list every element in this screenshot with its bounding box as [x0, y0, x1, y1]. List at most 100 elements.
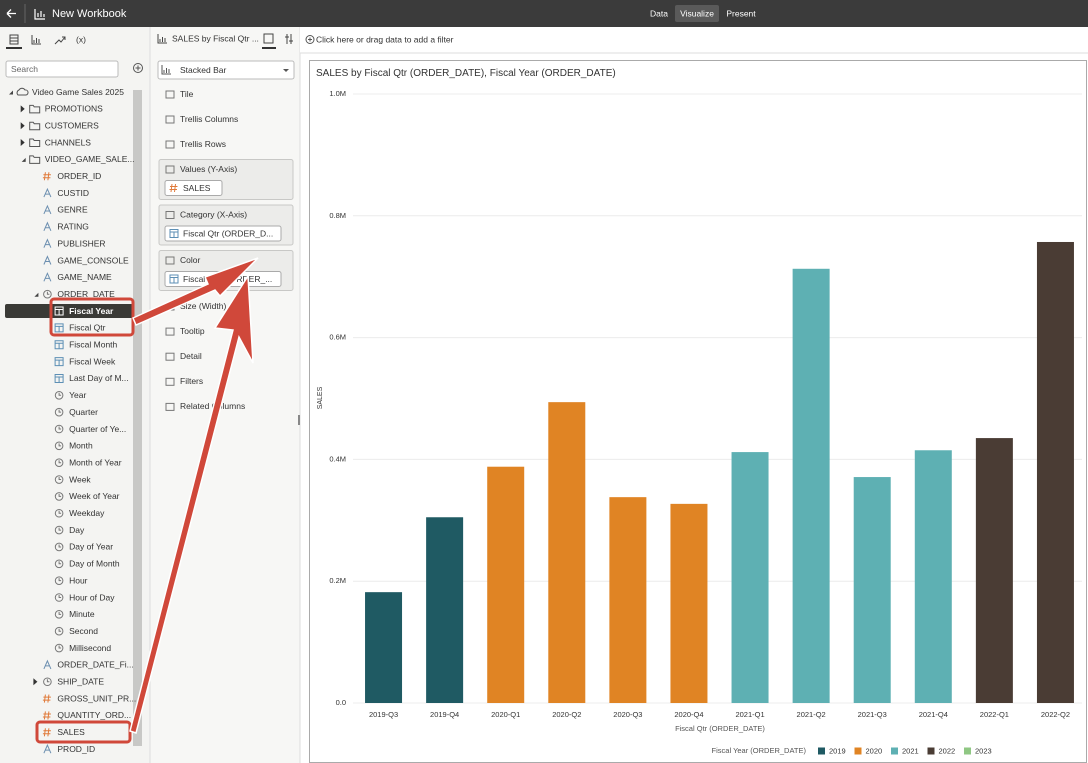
grammar-section[interactable]: Tooltip	[180, 326, 205, 336]
tree-item[interactable]: Fiscal Month	[69, 340, 117, 350]
tree-item[interactable]: SHIP_DATE	[57, 677, 104, 687]
grammar-section[interactable]: Trellis Columns	[180, 114, 238, 124]
grammar-section[interactable]: Filters	[180, 376, 203, 386]
tree-item[interactable]: ORDER_DATE_Fi...	[57, 660, 133, 670]
pill[interactable]	[164, 225, 282, 242]
analytics-tab[interactable]	[54, 36, 66, 45]
header-tab[interactable]: Present	[726, 8, 756, 18]
time-hands	[58, 544, 62, 548]
tree-item[interactable]: ORDER_DATE	[57, 289, 115, 299]
tree-item[interactable]: Day of Month	[69, 559, 120, 569]
expand-caret[interactable]	[34, 292, 39, 297]
tree-item[interactable]: Last Day of M...	[69, 373, 129, 383]
tree-item[interactable]: CHANNELS	[45, 137, 92, 147]
header-tab[interactable]: Data	[650, 8, 668, 18]
filter-prompt[interactable]: Click here or drag data to add a filter	[316, 34, 454, 44]
tree-item[interactable]: GAME_NAME	[57, 272, 112, 282]
bar[interactable]	[1036, 241, 1074, 703]
search-box[interactable]	[5, 60, 119, 78]
collapse-caret[interactable]	[20, 122, 25, 130]
legend-swatch[interactable]	[818, 747, 825, 755]
y-tick-label: 0.8M	[329, 211, 346, 220]
add-data-button[interactable]	[133, 63, 143, 73]
visualization-name: SALES by Fiscal Qtr ...	[172, 33, 259, 43]
x-axis-title: Fiscal Qtr (ORDER_DATE)	[675, 724, 765, 733]
visualizations-tab[interactable]	[31, 35, 41, 45]
bar[interactable]	[426, 517, 464, 703]
chart-type-selector[interactable]	[157, 60, 295, 80]
grammar-section[interactable]: Trellis Rows	[180, 139, 226, 149]
tree-item[interactable]: CUSTOMERS	[45, 120, 99, 130]
legend-label[interactable]: 2019	[829, 746, 846, 755]
legend-label[interactable]: 2021	[902, 746, 919, 755]
legend-swatch[interactable]	[964, 747, 971, 755]
grammar-section[interactable]: Related Columns	[180, 401, 245, 411]
tree-item[interactable]: Month of Year	[69, 457, 122, 467]
bar[interactable]	[975, 438, 1013, 703]
grammar-section[interactable]: Size (Width)	[180, 301, 226, 311]
pill[interactable]	[164, 180, 223, 196]
section-icon	[165, 211, 175, 219]
grammar-section[interactable]: Detail	[180, 351, 202, 361]
legend-swatch[interactable]	[854, 747, 862, 755]
tree-item[interactable]: Hour	[69, 575, 88, 585]
tree-item[interactable]: QUANTITY_ORD...	[57, 710, 131, 720]
scrollbar[interactable]	[133, 90, 142, 746]
tree-item[interactable]: Fiscal Week	[69, 356, 116, 366]
tree-item[interactable]: Month	[69, 441, 93, 451]
tree-item[interactable]: PROMOTIONS	[45, 104, 103, 114]
tree-item[interactable]: Hour of Day	[69, 592, 115, 602]
properties-tab[interactable]	[285, 34, 293, 44]
tree-item[interactable]: ORDER_ID	[57, 171, 101, 181]
tree-item[interactable]: Quarter of Ye...	[69, 424, 126, 434]
collapse-caret[interactable]	[20, 105, 25, 113]
bar[interactable]	[914, 450, 952, 703]
tree-item[interactable]: Weekday	[69, 508, 105, 518]
tree-item[interactable]: Fiscal Year	[69, 306, 114, 316]
tree-item[interactable]: GAME_CONSOLE	[57, 255, 129, 265]
tree-item[interactable]: Day of Year	[69, 542, 113, 552]
tree-item[interactable]: Year	[69, 390, 86, 400]
bar[interactable]	[548, 402, 586, 703]
legend-label[interactable]: 2020	[866, 746, 883, 755]
legend-label[interactable]: 2022	[939, 746, 956, 755]
tree-item[interactable]: Second	[69, 626, 98, 636]
bar[interactable]	[670, 503, 708, 703]
bar[interactable]	[487, 466, 525, 703]
tree-item[interactable]: CUSTID	[57, 188, 89, 198]
legend-swatch[interactable]	[927, 747, 935, 755]
grammar-tab[interactable]	[263, 33, 274, 44]
tree-item[interactable]: GROSS_UNIT_PR...	[57, 693, 136, 703]
tree-item[interactable]: PUBLISHER	[57, 238, 105, 248]
tree-item[interactable]: PROD_ID	[57, 744, 95, 754]
header-tab[interactable]: Visualize	[680, 8, 714, 18]
tree-item[interactable]: Minute	[69, 609, 95, 619]
filter-bar[interactable]	[300, 27, 1088, 53]
collapse-caret[interactable]	[20, 139, 25, 147]
bar[interactable]	[609, 497, 647, 703]
tree-item[interactable]: SALES	[57, 727, 85, 737]
bar[interactable]	[731, 452, 769, 703]
tree-item[interactable]: Week	[69, 474, 91, 484]
tree-item[interactable]: Fiscal Qtr	[69, 323, 106, 333]
tree-item[interactable]: Day	[69, 525, 85, 535]
tree-item[interactable]: Week of Year	[69, 491, 120, 501]
calculations-tab[interactable]: (x)	[76, 34, 86, 44]
tree-item[interactable]: GENRE	[57, 205, 88, 215]
tree-item[interactable]: Quarter	[69, 407, 98, 417]
tree-item[interactable]: VIDEO_GAME_SALE...	[45, 154, 135, 164]
grammar-section[interactable]: Tile	[180, 89, 194, 99]
tree-item[interactable]: Video Game Sales 2025	[32, 87, 124, 97]
bar[interactable]	[365, 592, 403, 703]
bar[interactable]	[792, 268, 830, 703]
legend-swatch[interactable]	[891, 747, 898, 755]
expand-caret[interactable]	[21, 157, 26, 162]
tree-item[interactable]: RATING	[57, 222, 88, 232]
back-button[interactable]	[6, 9, 16, 18]
tree-item[interactable]: Millisecond	[69, 643, 111, 653]
legend-label[interactable]: 2023	[975, 746, 992, 755]
collapse-caret[interactable]	[33, 678, 38, 686]
data-tab[interactable]	[9, 34, 19, 45]
bar[interactable]	[853, 477, 891, 703]
expand-caret[interactable]	[9, 90, 13, 95]
